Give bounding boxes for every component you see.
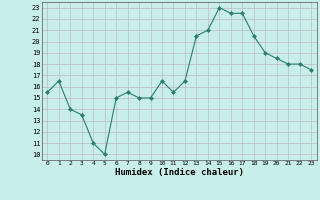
X-axis label: Humidex (Indice chaleur): Humidex (Indice chaleur)	[115, 168, 244, 177]
